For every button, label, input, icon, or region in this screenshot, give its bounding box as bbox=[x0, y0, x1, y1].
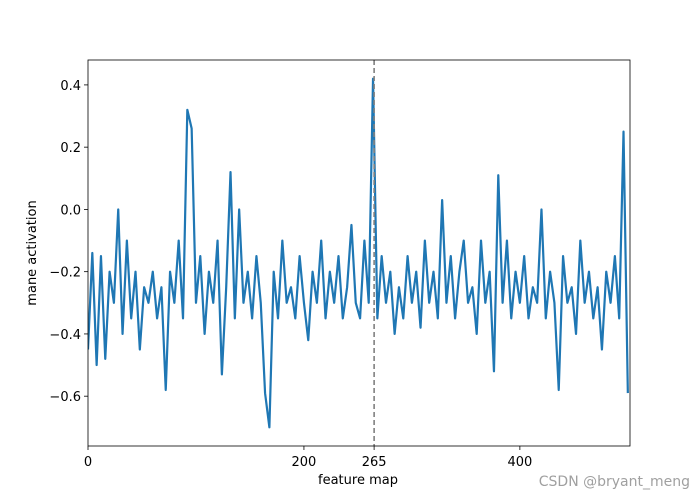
y-tick-label: −0.4 bbox=[49, 328, 81, 343]
y-tick-label: 0.0 bbox=[60, 203, 81, 218]
plot-frame bbox=[87, 59, 631, 447]
watermark: CSDN @bryant_meng bbox=[539, 474, 690, 490]
y-tick-label: −0.2 bbox=[49, 266, 81, 281]
y-axis-label: mane activation bbox=[25, 200, 40, 305]
x-tick-label: 400 bbox=[507, 455, 532, 470]
y-tick-label: 0.4 bbox=[60, 79, 81, 94]
x-tick-label: 265 bbox=[362, 455, 387, 470]
x-axis-label: feature map bbox=[318, 473, 398, 488]
y-tick-label: 0.2 bbox=[60, 141, 81, 156]
x-tick-label: 200 bbox=[292, 455, 317, 470]
y-tick-label: −0.6 bbox=[49, 390, 81, 405]
x-tick-label: 0 bbox=[84, 455, 92, 470]
data-line bbox=[88, 77, 629, 429]
